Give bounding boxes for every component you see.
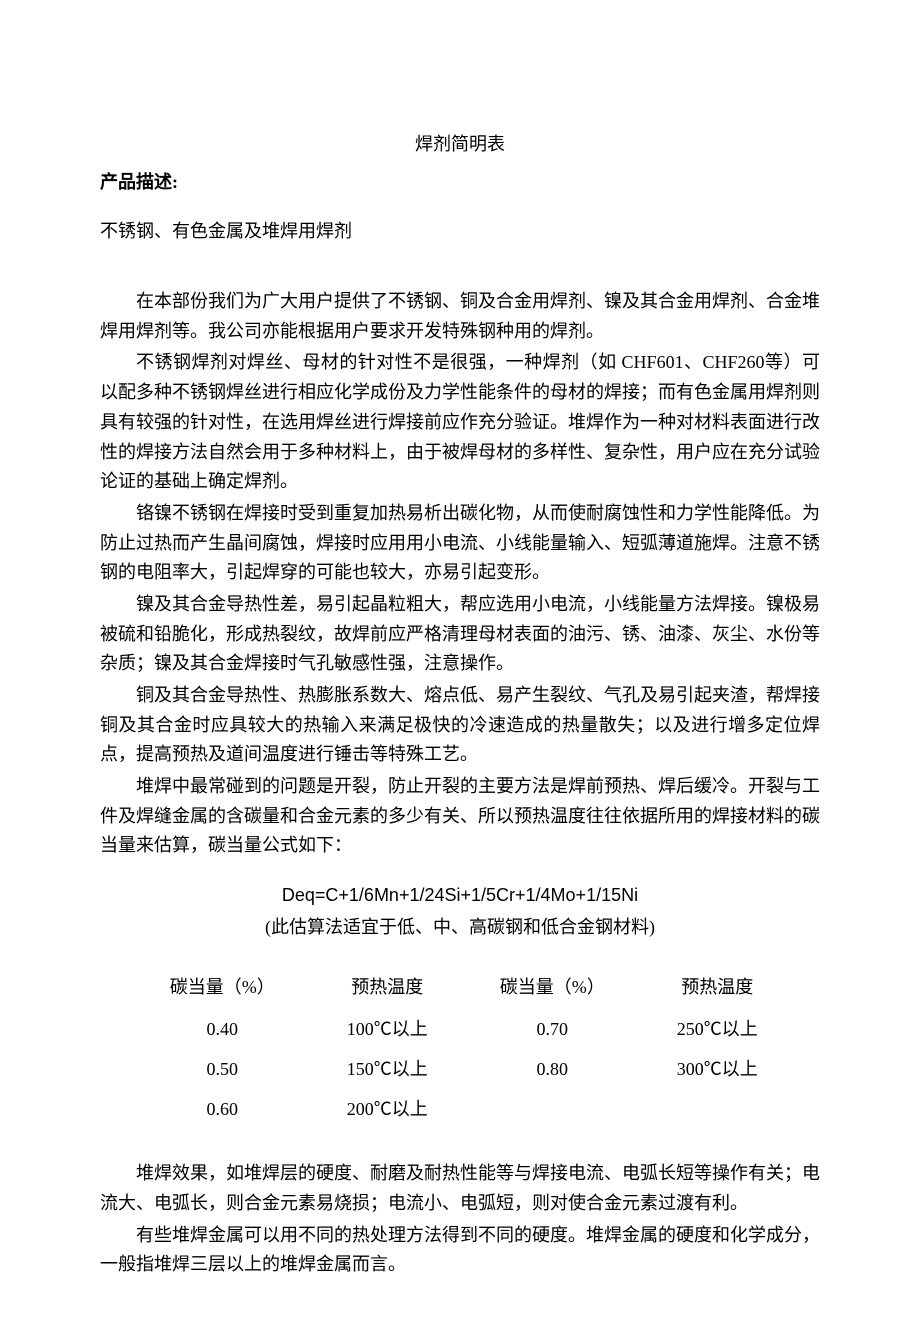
- formula-equation: Deq=C+1/6Mn+1/24Si+1/5Cr+1/4Mo+1/15Ni: [100, 881, 820, 911]
- table-header-carbon-1: 碳当量（%）: [130, 968, 315, 1011]
- carbon-equivalent-table: 碳当量（%） 预热温度 碳当量（%） 预热温度 0.40 100℃以上 0.70…: [130, 968, 790, 1130]
- table-cell: 300℃以上: [645, 1050, 790, 1090]
- paragraph-8: 有些堆焊金属可以用不同的热处理方法得到不同的硬度。堆焊金属的硬度和化学成分，一般…: [100, 1221, 820, 1280]
- subtitle: 不锈钢、有色金属及堆焊用焊剂: [100, 217, 820, 247]
- table-cell: 200℃以上: [315, 1090, 460, 1130]
- paragraph-7: 堆焊效果，如堆焊层的硬度、耐磨及耐热性能等与焊接电流、电弧长短等操作有关；电流大…: [100, 1159, 820, 1218]
- table-cell: 0.40: [130, 1010, 315, 1050]
- table-header-preheat-2: 预热温度: [645, 968, 790, 1011]
- table-header-preheat-1: 预热温度: [315, 968, 460, 1011]
- table-cell: 150℃以上: [315, 1050, 460, 1090]
- paragraph-3: 铬镍不锈钢在焊接时受到重复加热易析出碳化物，从而使耐腐蚀性和力学性能降低。为防止…: [100, 499, 820, 588]
- table-row: 0.40 100℃以上 0.70 250℃以上: [130, 1010, 790, 1050]
- table-cell: [645, 1090, 790, 1130]
- table-row: 0.60 200℃以上: [130, 1090, 790, 1130]
- table-header-carbon-2: 碳当量（%）: [460, 968, 645, 1011]
- table-cell: 250℃以上: [645, 1010, 790, 1050]
- paragraph-1: 在本部份我们为广大用户提供了不锈钢、铜及合金用焊剂、镍及其合金用焊剂、合金堆焊用…: [100, 287, 820, 346]
- doc-title: 焊剂简明表: [100, 130, 820, 160]
- table-cell: 100℃以上: [315, 1010, 460, 1050]
- table-header-row: 碳当量（%） 预热温度 碳当量（%） 预热温度: [130, 968, 790, 1011]
- table-cell: 0.80: [460, 1050, 645, 1090]
- table-cell: [460, 1090, 645, 1130]
- formula-block: Deq=C+1/6Mn+1/24Si+1/5Cr+1/4Mo+1/15Ni (此…: [100, 881, 820, 942]
- formula-note: (此估算法适宜于低、中、高碳钢和低合金钢材料): [100, 913, 820, 943]
- table-cell: 0.50: [130, 1050, 315, 1090]
- table-row: 0.50 150℃以上 0.80 300℃以上: [130, 1050, 790, 1090]
- paragraph-5: 铜及其合金导热性、热膨胀系数大、熔点低、易产生裂纹、气孔及易引起夹渣，帮焊接铜及…: [100, 681, 820, 770]
- product-label: 产品描述:: [100, 168, 820, 198]
- paragraph-4: 镍及其合金导热性差，易引起晶粒粗大，帮应选用小电流，小线能量方法焊接。镍极易被硫…: [100, 590, 820, 679]
- table-cell: 0.70: [460, 1010, 645, 1050]
- paragraph-6: 堆焊中最常碰到的问题是开裂，防止开裂的主要方法是焊前预热、焊后缓冷。开裂与工件及…: [100, 772, 820, 861]
- table-cell: 0.60: [130, 1090, 315, 1130]
- paragraph-2: 不锈钢焊剂对焊丝、母材的针对性不是很强，一种焊剂（如 CHF601、CHF260…: [100, 348, 820, 496]
